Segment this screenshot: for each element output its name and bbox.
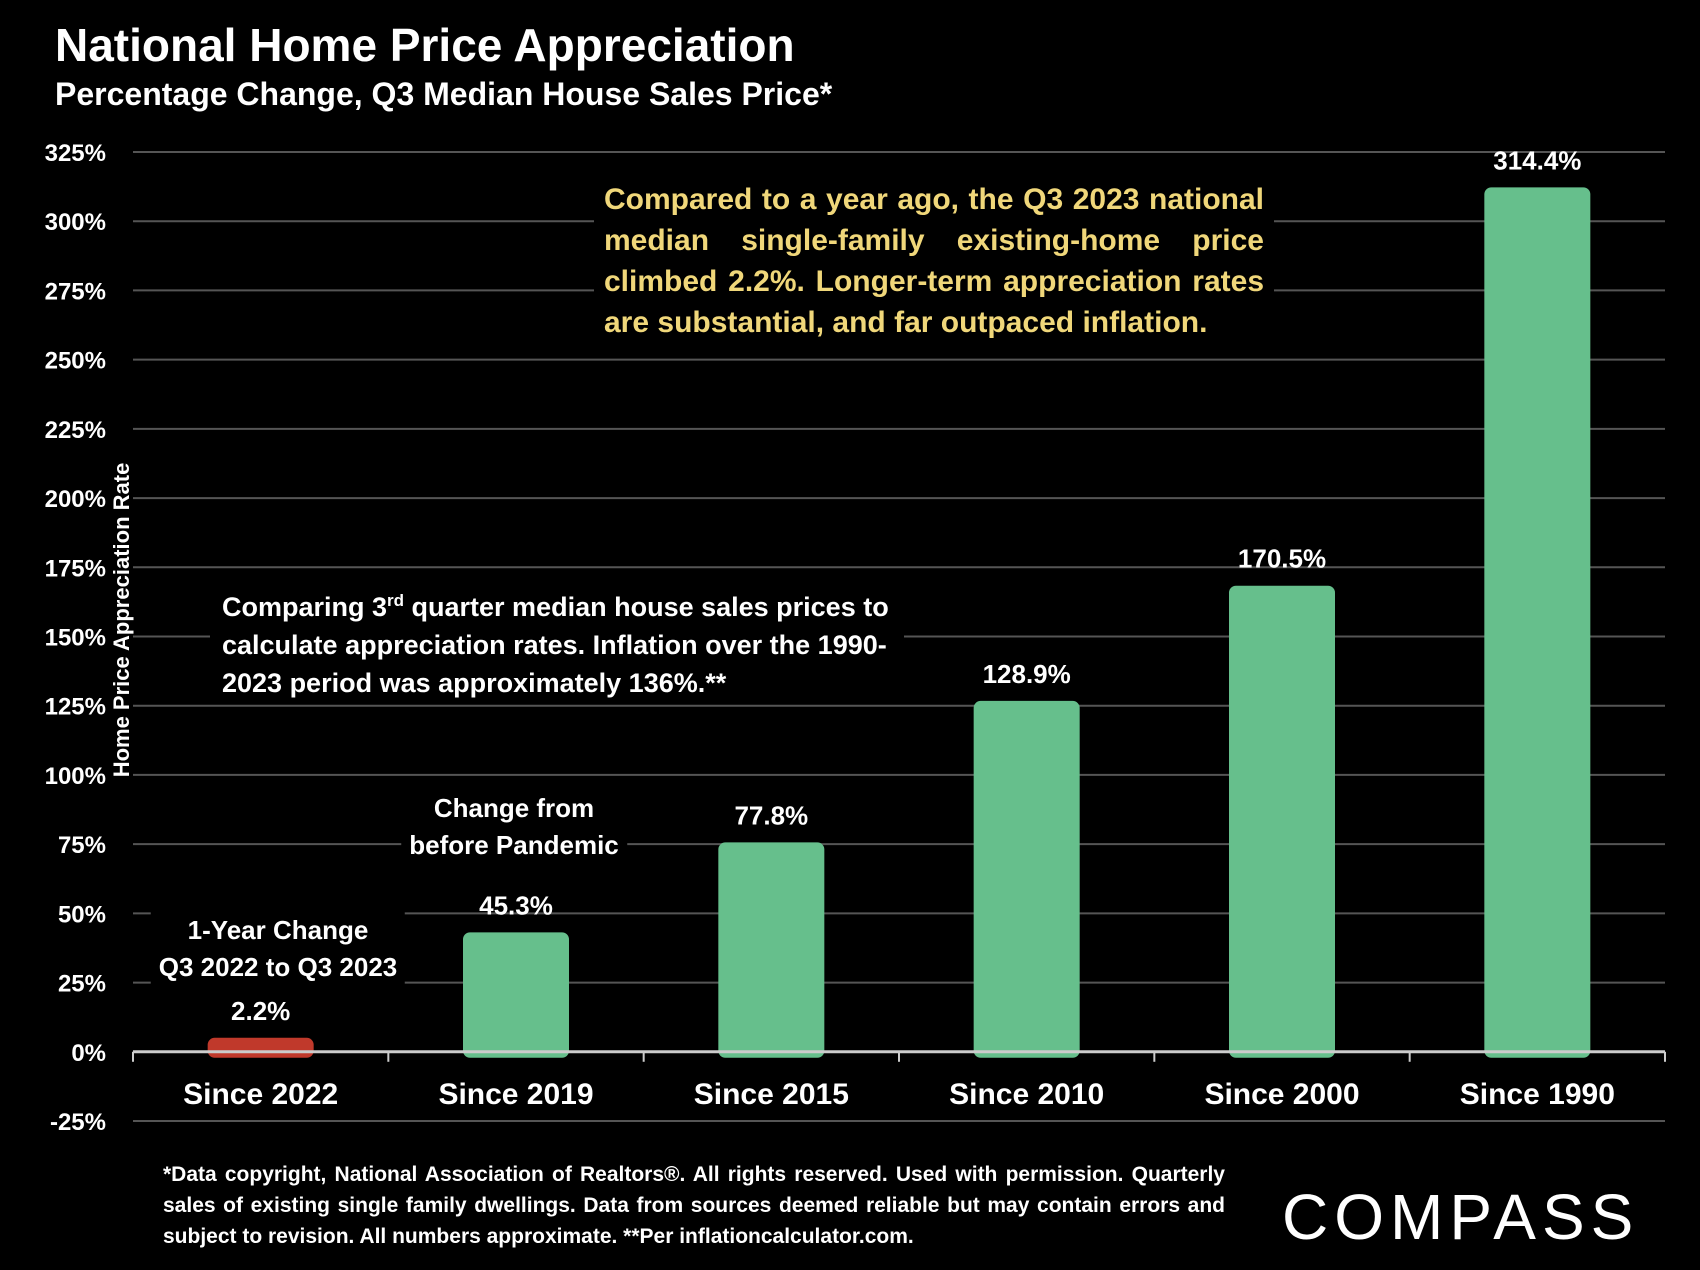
callout-inflation-note: Comparing 3rd quarter median house sales…: [210, 580, 904, 704]
y-tick-label: 275%: [45, 278, 106, 305]
x-axis: [132, 1050, 1666, 1062]
callout-annual-summary: Compared to a year ago, the Q3 2023 nati…: [594, 175, 1274, 347]
value-label: 2.2%: [231, 996, 290, 1026]
bar: [718, 842, 825, 1058]
note-pandemic-line2: before Pandemic: [409, 830, 619, 860]
y-tick-label: 325%: [45, 140, 106, 167]
bar: [207, 1037, 314, 1058]
y-tick-label: 200%: [45, 486, 106, 513]
chart-title: National Home Price Appreciation: [55, 19, 795, 71]
value-label: 170.5%: [1238, 544, 1326, 574]
callout-inflation-sup: rd: [387, 591, 405, 610]
value-label: 314.4%: [1493, 145, 1581, 175]
y-tick-label: 300%: [45, 209, 106, 236]
y-tick-label: 250%: [45, 348, 106, 375]
y-tick-labels: -25% 0% 25% 50% 75% 100% 125% 150% 175% 200% 225% 2…: [45, 140, 106, 1136]
chart-subtitle: Percentage Change, Q3 Median House Sales…: [55, 76, 833, 112]
y-tick-label: 100%: [45, 763, 106, 790]
callout-inflation-rest: quarter median house sales prices to cal…: [222, 592, 889, 698]
note-one-year-line1: 1-Year Change: [187, 915, 369, 945]
x-tick-label: Since 2010: [949, 1078, 1104, 1111]
note-pandemic-line1: Change from: [433, 793, 595, 823]
x-tick-label: Since 1990: [1460, 1078, 1615, 1111]
y-tick-label: 25%: [58, 971, 106, 998]
value-label: 45.3%: [479, 890, 553, 920]
compass-logo: COMPASS: [1282, 1181, 1640, 1253]
footnote: *Data copyright, National Association of…: [163, 1163, 1225, 1248]
y-tick-label: 125%: [45, 694, 106, 721]
y-tick-label: 175%: [45, 555, 106, 582]
y-tick-label: -25%: [50, 1109, 106, 1136]
x-tick-label: Since 2019: [438, 1078, 593, 1111]
callout-inflation-prefix: Comparing 3: [222, 592, 388, 622]
note-one-year-line2: Q3 2022 to Q3 2023: [158, 952, 398, 982]
bar: [1229, 585, 1335, 1058]
x-tick-label: Since 2000: [1204, 1078, 1359, 1111]
x-tick-label: Since 2015: [694, 1078, 849, 1111]
x-tick-label: Since 2022: [183, 1078, 338, 1111]
y-tick-label: 50%: [58, 901, 106, 928]
y-tick-label: 150%: [45, 625, 106, 652]
bar: [1484, 187, 1591, 1058]
y-tick-label: 225%: [45, 417, 106, 444]
y-tick-label: 0%: [71, 1040, 106, 1067]
bar: [463, 932, 569, 1058]
value-label: 128.9%: [983, 659, 1071, 689]
y-axis-label: Home Price Appreciation Rate: [109, 462, 134, 778]
value-labels: 2.2% 45.3% 77.8% 128.9% 170.5% 314.4%: [231, 145, 1581, 1025]
note-one-year-change: 1-Year Change Q3 2022 to Q3 2023: [150, 912, 406, 986]
note-pandemic-change: Change from before Pandemic: [401, 790, 627, 864]
value-label: 77.8%: [734, 800, 808, 830]
bar: [973, 700, 1080, 1058]
x-tick-labels: Since 2022 Since 2019 Since 2015 Since 2010…: [183, 1078, 1615, 1111]
y-tick-label: 75%: [58, 832, 106, 859]
